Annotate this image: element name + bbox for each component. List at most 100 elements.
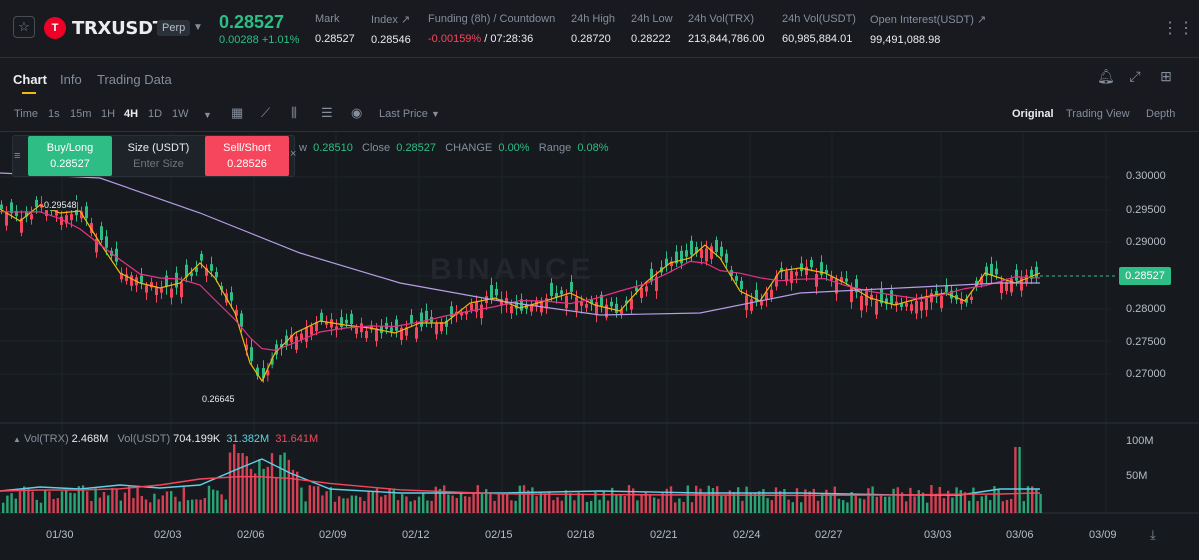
- volume-bar: [1022, 501, 1025, 513]
- candle-body: [685, 250, 688, 257]
- volume-bar: [476, 485, 479, 513]
- candle-body: [470, 303, 473, 310]
- volume-bar: [804, 489, 807, 513]
- tab-info[interactable]: Info: [60, 72, 82, 87]
- candle-body: [830, 276, 833, 280]
- interval-4h[interactable]: 4H: [124, 108, 139, 120]
- interval-1w[interactable]: 1W: [172, 108, 189, 120]
- volume-bar: [287, 459, 290, 513]
- time-label[interactable]: Time: [14, 108, 39, 120]
- drag-handle-icon[interactable]: ≡: [14, 150, 21, 162]
- volume-bar: [842, 500, 845, 513]
- interval-dropdown-icon[interactable]: ▼: [203, 110, 212, 120]
- candle-body: [875, 300, 878, 315]
- more-menu-icon[interactable]: ⋮⋮: [1162, 20, 1194, 37]
- candle-body: [785, 271, 788, 282]
- size-input[interactable]: [118, 158, 199, 170]
- candle-body: [310, 326, 313, 335]
- view-depth[interactable]: Depth: [1146, 108, 1176, 120]
- candle-body: [545, 298, 548, 309]
- candle-body: [885, 298, 888, 305]
- view-original[interactable]: Original: [1012, 108, 1054, 120]
- volume-bar: [363, 500, 366, 513]
- interval-1d[interactable]: 1D: [148, 108, 163, 120]
- candle-body: [700, 249, 703, 258]
- symbol-dropdown-chevron-icon[interactable]: ▼: [193, 22, 203, 33]
- last-price: 0.28527: [219, 12, 285, 32]
- price-tick: 0.27500: [1126, 336, 1166, 348]
- symbol-name[interactable]: TRXUSDT: [72, 18, 165, 39]
- view-trading-view[interactable]: Trading View: [1066, 108, 1130, 120]
- volume-bar: [535, 496, 538, 513]
- display-settings-icon[interactable]: ◉: [351, 105, 363, 120]
- stat-index[interactable]: Index ↗ 0.28546: [371, 14, 411, 46]
- candle-body: [670, 261, 673, 267]
- volume-bar: [552, 500, 555, 513]
- volume-bar: [296, 471, 299, 513]
- volume-bar: [94, 488, 97, 513]
- price-tick: 0.29500: [1126, 204, 1166, 216]
- volume-bar: [220, 494, 223, 513]
- volume-bar: [157, 499, 160, 513]
- buy-long-button[interactable]: Buy/Long 0.28527: [28, 136, 112, 176]
- volume-bar: [510, 500, 513, 513]
- price-type-select[interactable]: Last Price ▼: [379, 108, 440, 120]
- candle-body: [780, 268, 783, 273]
- volume-bar: [858, 498, 862, 513]
- calendar-icon[interactable]: ▦: [231, 105, 244, 120]
- date-tick: 03/09: [1089, 529, 1117, 541]
- volume-bar: [829, 494, 832, 513]
- chart-settings-icon[interactable]: ☰: [321, 105, 333, 120]
- ohlc-legend: w 0.28510 Close 0.28527 CHANGE 0.00% Ran…: [299, 142, 609, 154]
- volume-bar: [993, 486, 996, 513]
- tab-trading-data[interactable]: Trading Data: [97, 72, 172, 87]
- volume-bar: [186, 500, 190, 513]
- volume-bar: [527, 490, 530, 513]
- candle-body: [220, 285, 223, 290]
- volume-collapse-chevron-icon[interactable]: ▲: [13, 435, 21, 444]
- chart-area[interactable]: [0, 133, 1199, 560]
- stat-open-interest[interactable]: Open Interest(USDT) ↗ 99,491,088.98: [870, 14, 987, 46]
- volume-bar: [644, 491, 647, 513]
- volume-bar: [77, 486, 80, 513]
- candle-body: [465, 310, 468, 315]
- volume-bar: [980, 496, 983, 513]
- date-tick: 02/06: [237, 529, 265, 541]
- candle-body: [765, 292, 768, 300]
- interval-1h[interactable]: 1H: [101, 108, 116, 120]
- interval-15m[interactable]: 15m: [70, 108, 92, 120]
- candle-body: [500, 299, 503, 306]
- volume-bar: [434, 486, 437, 513]
- volume-bar: [325, 491, 328, 513]
- interval-1s[interactable]: 1s: [48, 108, 60, 120]
- volume-bar: [489, 492, 492, 513]
- volume-bar: [317, 486, 320, 513]
- candle-body: [380, 325, 383, 334]
- candle-body: [930, 293, 933, 303]
- volume-bar: [585, 501, 589, 513]
- bell-alert-icon[interactable]: 🔔︎: [1097, 68, 1115, 84]
- volume-bar: [707, 485, 710, 513]
- volume-bar: [73, 493, 76, 513]
- volume-bar: [438, 488, 442, 513]
- candle-body: [655, 276, 658, 292]
- favorite-star-icon[interactable]: ☆: [13, 16, 35, 38]
- candle-body: [825, 269, 828, 274]
- sell-short-button[interactable]: Sell/Short 0.28526: [205, 136, 289, 176]
- fit-chart-icon[interactable]: ⤓: [1150, 527, 1156, 542]
- volume-bar: [854, 494, 857, 513]
- volume-bar: [346, 498, 349, 513]
- candle-body: [285, 335, 288, 345]
- candle-body: [980, 276, 983, 284]
- candle-body: [905, 302, 908, 307]
- layout-grid-icon[interactable]: ⊞: [1160, 68, 1172, 84]
- tab-chart[interactable]: Chart: [13, 72, 47, 87]
- candle-type-icon[interactable]: ⫼: [291, 105, 297, 120]
- candlestick-chart[interactable]: [0, 133, 1199, 560]
- indicator-icon[interactable]: ⟋: [261, 105, 271, 120]
- fullscreen-icon[interactable]: ⤢: [1129, 68, 1141, 84]
- candle-body: [960, 298, 963, 304]
- candle-body: [575, 297, 578, 311]
- candle-body: [495, 288, 498, 296]
- close-order-panel-icon[interactable]: ×: [290, 148, 297, 160]
